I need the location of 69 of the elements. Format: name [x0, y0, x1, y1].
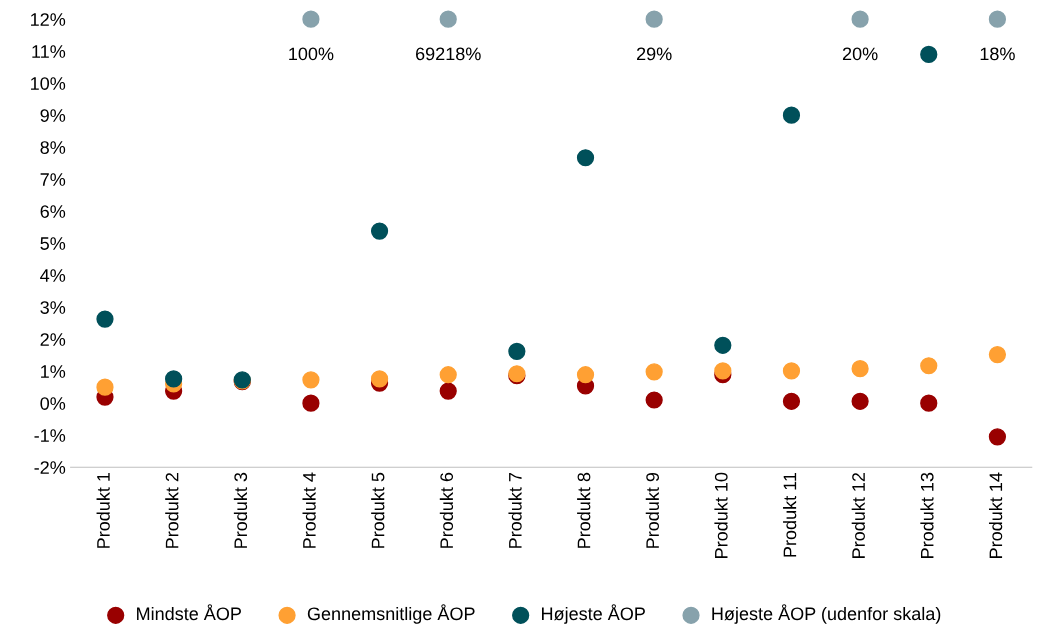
point	[851, 392, 869, 410]
legend-label: Højeste ÅOP (udenfor skala)	[712, 604, 941, 624]
x-tick-label: Produkt 5	[371, 472, 385, 548]
y-tick-label: 0%	[40, 397, 66, 410]
annotation: 100%	[289, 47, 334, 61]
y-tick-label: 11%	[32, 45, 66, 58]
point	[988, 10, 1007, 28]
legend-label: Mindste ÅOP	[137, 604, 241, 621]
x-tick-label: Produkt 2	[165, 472, 179, 548]
point	[988, 345, 1007, 364]
point	[439, 382, 457, 400]
point	[782, 362, 801, 380]
x-tick-label: Produkt 3	[233, 472, 248, 548]
point	[988, 428, 1007, 446]
point	[508, 342, 526, 360]
y-tick-label: 5%	[40, 237, 66, 250]
legend-label: Højeste ÅOP	[542, 604, 645, 624]
point	[714, 362, 732, 380]
y-tick-label: 2%	[40, 333, 66, 346]
point	[96, 378, 114, 396]
y-tick-label: 8%	[40, 141, 66, 154]
x-tick-label: Produkt 4	[302, 472, 316, 548]
x-tick-label: Produkt 9	[645, 472, 660, 548]
x-tick-label: Produkt 14	[988, 472, 1003, 558]
point	[851, 360, 869, 378]
point	[782, 392, 801, 410]
y-tick-label: 10%	[31, 77, 66, 90]
x-tick-label: Produkt 13	[920, 472, 934, 558]
y-tick-label: 7%	[40, 173, 66, 186]
x-tick-label: Produkt 6	[439, 472, 454, 548]
point	[920, 357, 938, 375]
point	[576, 366, 595, 384]
y-tick-label: 3%	[40, 301, 66, 314]
point	[920, 45, 938, 64]
point	[645, 363, 663, 381]
point	[96, 310, 114, 328]
legend-label: Gennemsnitlige ÅOP	[307, 604, 475, 624]
y-tick-label: -1%	[34, 429, 66, 442]
x-tick-label: Produkt 8	[577, 472, 591, 548]
y-tick-label: 9%	[40, 109, 66, 122]
point	[302, 394, 320, 412]
x-tick-label: Produkt 12	[851, 472, 865, 558]
point	[439, 10, 457, 28]
point	[370, 370, 389, 388]
x-tick-label: Produkt 7	[508, 472, 522, 548]
annotation: 69218%	[416, 47, 481, 61]
x-tick-label: Produkt 10	[714, 472, 728, 558]
y-tick-label: 6%	[40, 205, 66, 218]
annotation: 20%	[842, 47, 878, 61]
point	[302, 371, 320, 389]
annotation: 18%	[980, 47, 1015, 61]
y-tick-label: -2%	[34, 461, 66, 474]
x-tick-label: Produkt 11	[783, 472, 797, 557]
point	[645, 10, 663, 28]
annotation: 29%	[637, 47, 672, 61]
point	[920, 394, 938, 412]
point	[714, 336, 732, 354]
point	[302, 10, 320, 28]
y-tick-label: 4%	[40, 269, 66, 282]
point	[370, 222, 389, 240]
point	[851, 10, 869, 28]
point	[782, 106, 801, 124]
y-tick-label: 12%	[31, 13, 66, 26]
point	[576, 149, 595, 167]
y-tick-label: 1%	[41, 365, 66, 378]
point	[645, 391, 663, 409]
point	[165, 370, 183, 388]
x-tick-label: Produkt 1	[96, 472, 110, 548]
point	[439, 366, 457, 384]
